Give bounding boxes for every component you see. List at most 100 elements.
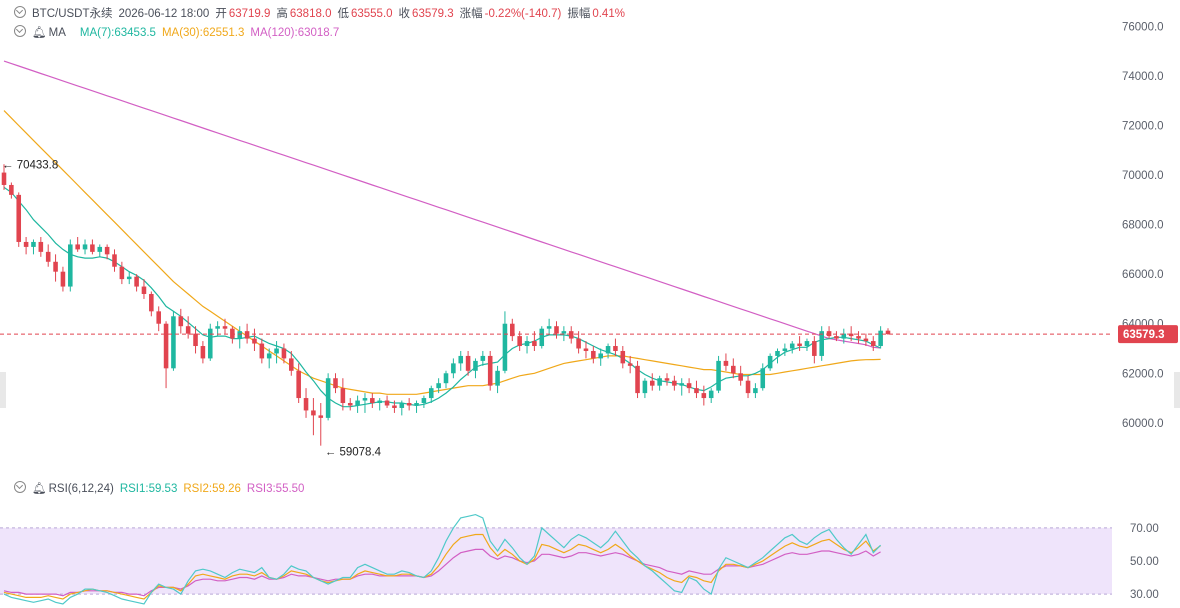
candle-body xyxy=(613,346,618,351)
rsi-axis-tick: 70.00 xyxy=(1130,523,1159,535)
ma-legend-name: MA xyxy=(48,27,66,39)
candle-body xyxy=(532,341,537,347)
candle-body xyxy=(281,348,287,359)
scroll-left-handle[interactable] xyxy=(0,372,6,408)
candle-body xyxy=(38,241,44,252)
candle-body xyxy=(112,254,117,267)
rsi1-line xyxy=(3,513,882,605)
candle-body xyxy=(193,333,198,347)
candle-body xyxy=(649,380,655,386)
price-axis-tick: 74000.0 xyxy=(1122,71,1164,83)
rsi3-legend: RSI3:55.50 xyxy=(246,483,305,495)
candle-body xyxy=(716,360,721,391)
candle-body xyxy=(804,341,810,347)
candle-body xyxy=(502,323,508,371)
candle-body xyxy=(289,358,294,371)
symbol-label: BTC/USDT永续 xyxy=(32,8,113,20)
candle-body xyxy=(60,271,66,287)
candle-body xyxy=(561,331,567,334)
candle-body xyxy=(443,373,449,384)
candle-body xyxy=(672,380,677,386)
rsi-settings-icon[interactable]: 🔔︎ xyxy=(32,483,47,495)
candle-body xyxy=(141,286,147,294)
candle-body xyxy=(812,341,817,356)
candle-body xyxy=(377,400,382,404)
candle-body xyxy=(392,405,397,408)
datetime-label: 2026-06-12 18:00 xyxy=(118,8,210,20)
candle-body xyxy=(701,393,707,399)
candle-body xyxy=(517,336,522,347)
candle-body xyxy=(119,266,125,280)
candle-body xyxy=(75,244,80,250)
candle-body xyxy=(745,380,751,394)
candle-body xyxy=(834,336,839,339)
candle-body xyxy=(782,348,788,351)
candle-body xyxy=(760,368,766,389)
candle-body xyxy=(296,370,301,399)
candle-body xyxy=(399,403,405,408)
candle-body xyxy=(16,194,22,242)
amplitude-value: 0.41% xyxy=(592,8,625,20)
candle-body xyxy=(568,331,574,339)
ma120-line xyxy=(3,60,881,349)
rsi1-legend: RSI1:59.53 xyxy=(119,483,178,495)
rsi-legend: 🔔︎ RSI(6,12,24) RSI1:59.53 RSI2:59.26 RSI3:5… xyxy=(14,480,310,495)
candle-body xyxy=(605,346,611,354)
candle-body xyxy=(347,403,353,406)
change-value: -0.22%(-140.7) xyxy=(484,8,562,20)
candle-body xyxy=(679,383,685,386)
rsi2-legend: RSI2:59.26 xyxy=(183,483,241,495)
candle-body xyxy=(686,383,692,389)
low-value: 63555.0 xyxy=(350,8,393,20)
candle-body xyxy=(591,350,596,359)
candle-body xyxy=(171,316,176,369)
candle-body xyxy=(126,276,132,280)
candle-body xyxy=(451,363,456,374)
candle-body xyxy=(333,378,338,389)
candle-body xyxy=(524,341,530,347)
candle-body xyxy=(738,373,743,381)
candle-body xyxy=(311,410,316,416)
scroll-right-handle[interactable] xyxy=(1174,372,1180,408)
candle-body xyxy=(82,244,88,250)
candle-body xyxy=(576,338,581,349)
candle-body xyxy=(222,326,228,329)
last-price-tag xyxy=(1118,325,1178,344)
ma-collapse-icon[interactable] xyxy=(14,25,26,37)
ma-settings-icon[interactable]: 🔔︎ xyxy=(32,27,47,39)
candle-body xyxy=(826,331,832,337)
candle-body xyxy=(53,261,58,272)
candle-body xyxy=(731,365,736,374)
ma-legend: 🔔︎ MA MA(7):63453.5 MA(30):62551.3 MA(120):6… xyxy=(14,24,345,39)
candle-body xyxy=(237,331,243,339)
candle-body xyxy=(878,330,883,347)
candle-body xyxy=(510,323,515,337)
candle-body xyxy=(856,336,861,339)
candle-body xyxy=(620,350,626,364)
candle-body xyxy=(885,330,891,335)
price-axis-tick: 68000.0 xyxy=(1122,220,1164,232)
ma120-legend: MA(120):63018.7 xyxy=(250,27,340,39)
candle-body xyxy=(627,363,633,366)
high-label: 高 xyxy=(276,8,288,20)
candle-body xyxy=(797,343,802,347)
candle-body xyxy=(487,355,493,386)
candle-body xyxy=(252,338,257,344)
price-axis-tick: 62000.0 xyxy=(1122,368,1164,380)
change-label: 涨幅 xyxy=(459,8,483,20)
candle-body xyxy=(318,415,324,418)
rsi-axis-tick: 30.00 xyxy=(1130,589,1159,601)
candle-body xyxy=(406,403,412,406)
collapse-toggle-icon[interactable] xyxy=(14,6,26,18)
candle-body xyxy=(90,244,95,252)
candle-body xyxy=(583,348,589,351)
candle-body xyxy=(863,338,869,342)
candle-body xyxy=(244,331,250,339)
ma7-line xyxy=(3,186,881,408)
ma7-legend: MA(7):63453.5 xyxy=(79,27,156,39)
high-annotation: ← 70433.8 xyxy=(2,159,58,171)
rsi-collapse-icon[interactable] xyxy=(14,481,26,493)
candle-body xyxy=(215,326,220,329)
close-value: 63579.3 xyxy=(412,8,454,20)
